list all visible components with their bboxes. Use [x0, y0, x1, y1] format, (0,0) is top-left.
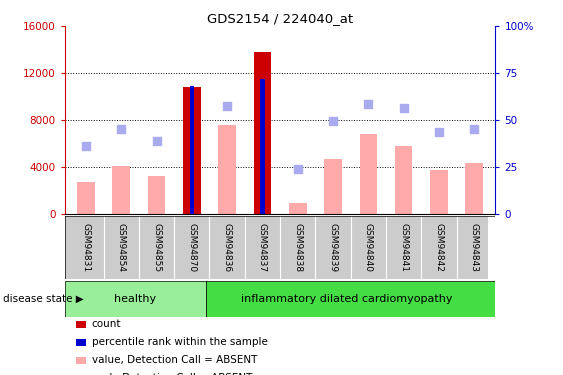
Point: [470, 126, 479, 132]
Text: GSM94831: GSM94831: [82, 223, 91, 272]
Bar: [289, 203, 307, 214]
Point: [222, 103, 231, 109]
Bar: [253, 52, 271, 214]
Text: GSM94842: GSM94842: [435, 223, 444, 272]
Text: GSM94838: GSM94838: [293, 223, 302, 272]
Bar: [260, 79, 265, 214]
Bar: [148, 176, 166, 214]
Bar: [430, 170, 448, 214]
Text: healthy: healthy: [114, 294, 157, 304]
Text: count: count: [92, 320, 121, 329]
Bar: [65, 281, 206, 317]
Bar: [360, 134, 377, 214]
Point: [399, 105, 408, 111]
Bar: [206, 281, 495, 317]
Bar: [218, 124, 236, 214]
Bar: [395, 146, 413, 214]
Bar: [183, 87, 200, 214]
Text: percentile rank within the sample: percentile rank within the sample: [92, 338, 267, 347]
Title: GDS2154 / 224040_at: GDS2154 / 224040_at: [207, 12, 353, 25]
Bar: [113, 166, 130, 214]
Point: [117, 126, 126, 132]
Point: [435, 129, 444, 135]
Text: value, Detection Call = ABSENT: value, Detection Call = ABSENT: [92, 356, 257, 365]
Text: GSM94840: GSM94840: [364, 223, 373, 272]
Point: [329, 118, 338, 124]
Text: GSM94870: GSM94870: [187, 223, 196, 272]
Text: rank, Detection Call = ABSENT: rank, Detection Call = ABSENT: [92, 374, 252, 375]
Text: GSM94836: GSM94836: [222, 223, 231, 272]
Bar: [77, 182, 95, 214]
Text: GSM94843: GSM94843: [470, 223, 479, 272]
Point: [152, 138, 161, 144]
Text: disease state ▶: disease state ▶: [3, 294, 83, 304]
Bar: [190, 86, 194, 214]
Text: GSM94854: GSM94854: [117, 223, 126, 272]
Text: GSM94855: GSM94855: [152, 223, 161, 272]
Bar: [466, 164, 483, 214]
Point: [293, 166, 302, 172]
Text: GSM94837: GSM94837: [258, 223, 267, 272]
Text: inflammatory dilated cardiomyopathy: inflammatory dilated cardiomyopathy: [242, 294, 453, 304]
Point: [82, 143, 91, 149]
Point: [364, 100, 373, 106]
Text: GSM94841: GSM94841: [399, 223, 408, 272]
Text: GSM94839: GSM94839: [329, 223, 338, 272]
Bar: [324, 159, 342, 214]
